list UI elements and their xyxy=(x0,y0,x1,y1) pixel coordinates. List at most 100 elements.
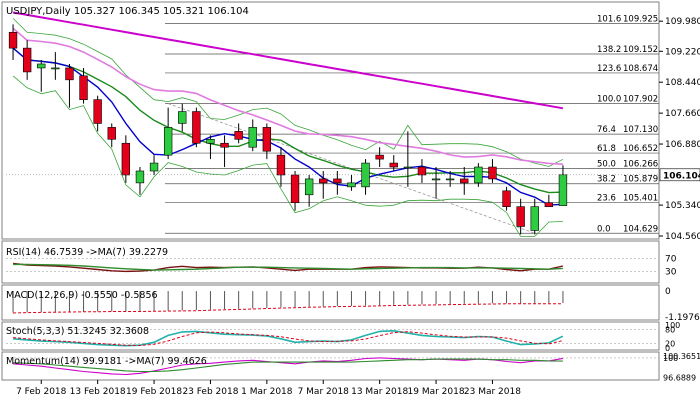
candle-body xyxy=(178,111,187,124)
candle-body xyxy=(544,202,554,207)
candle-body xyxy=(65,67,74,81)
momentum-line xyxy=(13,357,563,376)
x-tick-label: 7 Feb 2018 xyxy=(16,387,67,397)
x-axis: 7 Feb 2018 13 Feb 2018 19 Feb 2018 23 Feb 2… xyxy=(16,380,521,397)
x-tick-label: 13 Feb 2018 xyxy=(70,387,126,397)
momentum-label: Momentum(14) 99.9181 ->MA(7) 99.4626 xyxy=(6,356,207,367)
fib-pct-label: 23.6 xyxy=(597,194,616,204)
macd-label: MACD(12,26,9) -0.5550 -0.5856 xyxy=(6,290,158,301)
macd-panel: 0 -1.1976 xyxy=(12,287,700,323)
candle-body xyxy=(488,166,497,180)
rsi-panel-frame xyxy=(1,240,660,284)
momentum-panel-frame xyxy=(1,351,660,381)
y-tick-label: 107.660 xyxy=(665,109,700,119)
fib-value-label: 107.902 xyxy=(623,95,658,105)
stoch-d-line xyxy=(13,331,564,347)
y-tick-label: 105.340 xyxy=(665,201,700,211)
bollinger-lower xyxy=(12,75,563,237)
price-title: USDJPY,Daily 105.327 106.345 105.321 106… xyxy=(6,6,249,17)
fib-value-label: 105.879 xyxy=(623,175,658,185)
x-tick-label: 19 Mar 2018 xyxy=(408,387,465,397)
price-panel-frame xyxy=(1,1,660,240)
fib-pct-label: 123.6 xyxy=(597,64,621,74)
candle-body xyxy=(558,174,568,206)
current-price-tag xyxy=(659,168,700,182)
y-tick-label: 104.560 xyxy=(665,232,700,242)
y-tick-label: 106.880 xyxy=(665,140,700,150)
candle-body xyxy=(445,178,455,181)
momentum-line xyxy=(13,358,563,373)
candle-body xyxy=(51,67,60,70)
rsi-label: RSI(14) 46.7539 ->MA(7) 39.2279 xyxy=(6,247,168,258)
candle-body xyxy=(234,131,243,140)
fib-pct-label: 138.2 xyxy=(597,45,621,55)
candle-body xyxy=(8,31,18,49)
x-tick-label: 23 Mar 2018 xyxy=(464,387,521,397)
candle-body xyxy=(206,138,215,144)
x-tick-label: 23 Feb 2018 xyxy=(182,387,238,397)
candle-body xyxy=(333,178,342,184)
current-price-label: 106.104 xyxy=(663,171,700,181)
y-tick-label: 109.220 xyxy=(665,47,700,57)
stoch-y-tick: 0 xyxy=(665,344,670,353)
momentum-y-tick: 96.6889 xyxy=(663,373,696,382)
momentum-y-tick: 100 xyxy=(663,354,678,363)
candle-body xyxy=(347,182,356,188)
stoch-y-tick: 20 xyxy=(665,339,675,348)
candle-body xyxy=(516,206,525,227)
fib-value-label: 108.674 xyxy=(623,64,658,74)
candle-body xyxy=(361,162,370,188)
y-tick-label: 109.980 xyxy=(665,17,700,27)
ma-pink xyxy=(12,27,563,165)
momentum-y-tick: 100.3651 xyxy=(663,352,700,361)
rsi-line xyxy=(13,263,563,271)
x-tick-label: 13 Mar 2018 xyxy=(351,387,408,397)
candle-body xyxy=(248,127,257,148)
fib-pct-label: 38.2 xyxy=(597,175,616,185)
fib-value-label: 105.401 xyxy=(623,194,658,204)
fib-value-label: 109.152 xyxy=(623,45,658,55)
candle-body xyxy=(262,127,272,152)
candle-body xyxy=(107,127,116,140)
ma-magenta xyxy=(12,11,564,110)
macd-panel-frame xyxy=(1,284,660,321)
stoch-label: Stoch(5,3,3) 51.3245 32.3608 xyxy=(6,326,149,337)
candle-body xyxy=(22,47,32,73)
fib-value-label: 106.652 xyxy=(623,144,658,154)
rsi-y-tick: 70 xyxy=(665,255,677,265)
ma-green xyxy=(12,47,563,194)
candle-body xyxy=(192,111,201,144)
candle-body xyxy=(93,99,102,124)
candle-body xyxy=(220,142,229,148)
candle-body xyxy=(276,154,286,176)
y-tick-label: 108.440 xyxy=(665,78,700,88)
candle-body xyxy=(37,63,46,69)
fib-pct-label: 50.0 xyxy=(597,159,616,169)
stoch-panel-frame xyxy=(1,321,660,351)
stoch-y-tick: 80 xyxy=(665,326,675,335)
fib-pct-label: 100.0 xyxy=(597,95,621,105)
fib-pct-label: 76.4 xyxy=(597,125,616,135)
candle-body xyxy=(304,178,314,196)
bollinger-upper xyxy=(12,18,564,167)
candle-body xyxy=(163,127,173,156)
ma-blue xyxy=(12,47,563,206)
candle-body xyxy=(460,178,469,184)
macd-signal-line xyxy=(13,303,563,314)
candle-body xyxy=(474,166,483,184)
stoch-y-tick: 100 xyxy=(665,321,680,330)
candle-body xyxy=(417,166,427,176)
candle-body xyxy=(502,190,511,207)
x-tick-label: 19 Feb 2018 xyxy=(126,387,182,397)
candle-body xyxy=(121,142,131,176)
candle-body xyxy=(403,166,413,169)
candle-body xyxy=(431,178,441,181)
candle-body xyxy=(319,178,328,184)
x-tick-label: 7 Mar 2018 xyxy=(298,387,350,397)
candle-body xyxy=(149,162,159,172)
